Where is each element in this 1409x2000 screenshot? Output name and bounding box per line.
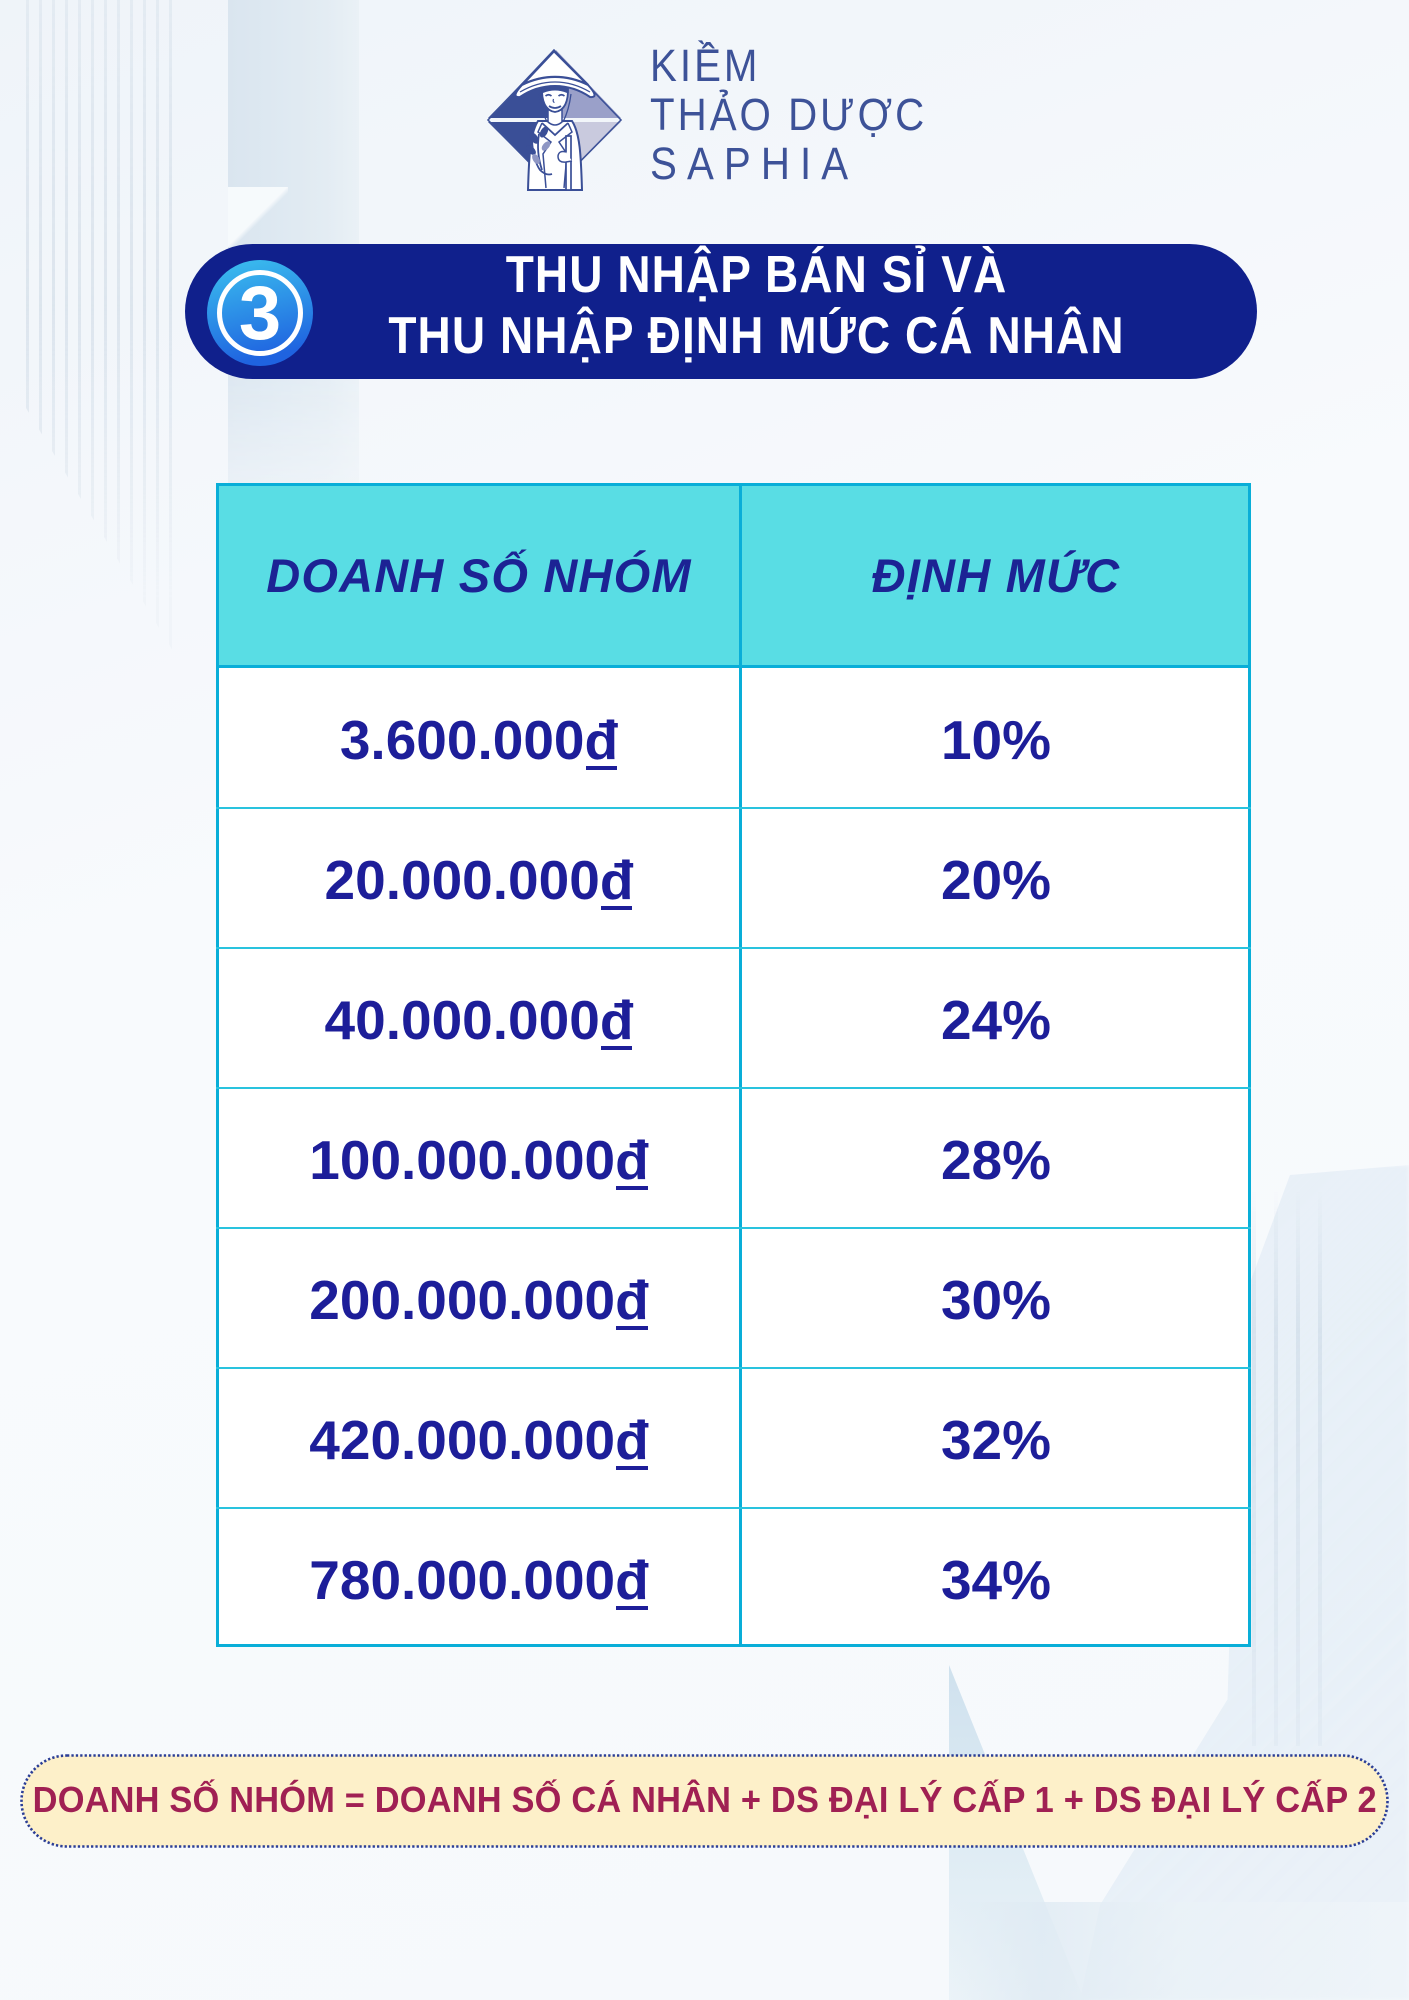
svg-text:3: 3 [239, 271, 281, 356]
